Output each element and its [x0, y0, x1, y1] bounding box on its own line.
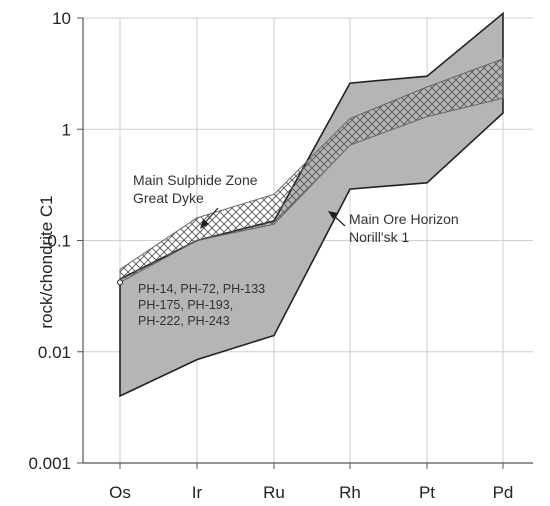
y-tick-label: 1	[62, 120, 71, 139]
msz-label-line: Main Sulphide Zone	[133, 172, 258, 188]
sample-ids-line: PH-222, PH-243	[138, 314, 230, 328]
sample-ids-line: PH-175, PH-193,	[138, 298, 233, 312]
sample-ids-line: PH-14, PH-72, PH-133	[138, 282, 265, 296]
y-axis-label: rock/chondrite C1	[37, 195, 56, 328]
moh-arrowhead	[328, 211, 338, 219]
x-tick-label-ir: Ir	[192, 483, 203, 502]
x-tick-label-pt: Pt	[419, 483, 435, 502]
x-tick-label-rh: Rh	[339, 483, 361, 502]
os-marker	[117, 279, 123, 286]
msz-hatched-band	[119, 58, 504, 284]
moh-label-line: Norill'sk 1	[349, 229, 409, 245]
data-fields	[117, 11, 504, 398]
y-tick-label: 10	[52, 9, 71, 28]
msz-arrowhead	[200, 219, 209, 229]
y-tick-label: 0.01	[38, 343, 71, 362]
moh-label-line: Main Ore Horizon	[349, 211, 459, 227]
annotations: Main Sulphide Zone Great Dyke Main Ore Hor…	[133, 172, 459, 328]
tick-labels: 0.001 0.01 0.1 1 10 Os Ir Ru Rh Pt Pd	[28, 9, 513, 502]
y-tick-label: 0.1	[47, 232, 71, 251]
x-tick-label-os: Os	[109, 483, 131, 502]
x-tick-label-ru: Ru	[263, 483, 285, 502]
y-tick-label: 0.001	[28, 454, 71, 473]
x-tick-label-pd: Pd	[493, 483, 514, 502]
msz-label-line: Great Dyke	[133, 190, 204, 206]
axes	[77, 17, 533, 469]
